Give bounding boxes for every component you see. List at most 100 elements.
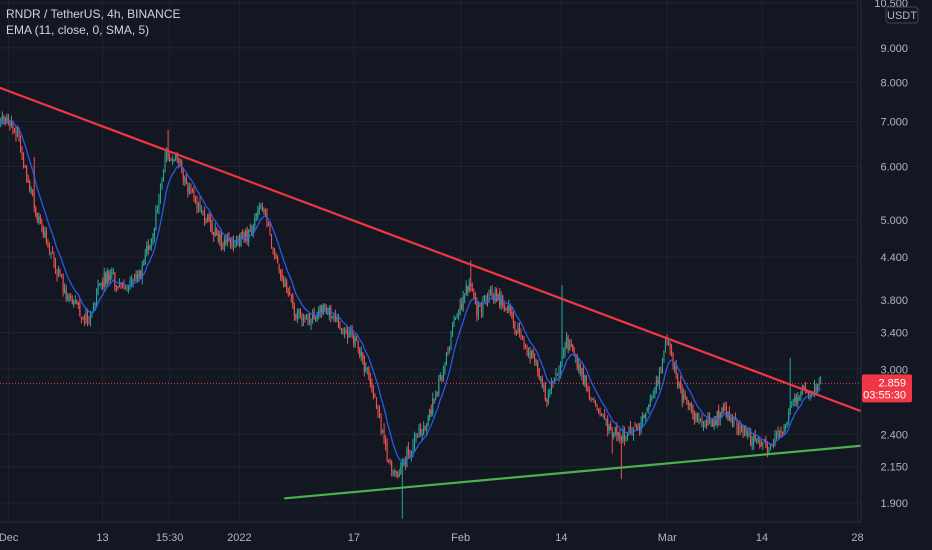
candle-body bbox=[251, 230, 253, 235]
candle-body bbox=[771, 445, 773, 447]
candle-body bbox=[724, 405, 726, 407]
candle-body bbox=[378, 411, 381, 418]
candle-body bbox=[292, 296, 294, 306]
candle-body bbox=[579, 364, 581, 373]
candle-body bbox=[44, 231, 46, 237]
candle-body bbox=[707, 415, 709, 425]
candle-body bbox=[540, 379, 542, 381]
candle-body bbox=[356, 338, 358, 341]
candle-body bbox=[123, 284, 125, 288]
candle-body bbox=[759, 440, 761, 447]
candle-body bbox=[465, 285, 467, 295]
candle-body bbox=[100, 282, 102, 285]
candle-body bbox=[322, 304, 324, 314]
candle-body bbox=[658, 372, 660, 385]
candle-body bbox=[205, 219, 207, 222]
candle-body bbox=[544, 385, 546, 401]
candle-body bbox=[620, 437, 622, 441]
candle-body bbox=[169, 158, 171, 160]
ema-indicator-label[interactable]: EMA (11, close, 0, SMA, 5) bbox=[6, 23, 150, 37]
candle-body bbox=[106, 271, 108, 284]
candle-body bbox=[430, 410, 432, 414]
trendlines[interactable] bbox=[0, 86, 863, 500]
candle-body bbox=[769, 445, 771, 449]
price-tick-label: 2.150 bbox=[880, 462, 908, 474]
time-tick-label: 15:30 bbox=[156, 532, 184, 544]
time-tick-label: Dec bbox=[0, 532, 19, 544]
candle-body bbox=[363, 357, 365, 372]
candle-body bbox=[712, 419, 714, 427]
candle-body bbox=[491, 289, 493, 296]
candle-body bbox=[223, 239, 225, 251]
time-tick-label: 13 bbox=[96, 532, 108, 544]
candle-body bbox=[54, 263, 57, 270]
candle-body bbox=[447, 352, 449, 354]
candle-body bbox=[671, 349, 673, 355]
candle-body bbox=[756, 439, 758, 441]
candle-body bbox=[175, 154, 177, 161]
candle-body bbox=[137, 274, 139, 279]
price-tick-label: 8.000 bbox=[880, 77, 908, 89]
candle-body bbox=[166, 152, 168, 159]
candle-body bbox=[404, 461, 406, 466]
price-tick-label: 10.500 bbox=[874, 0, 908, 10]
candle-body bbox=[345, 330, 347, 333]
candle-body bbox=[184, 178, 186, 181]
candle-body bbox=[231, 241, 233, 246]
candle-body bbox=[172, 161, 174, 163]
candle-body bbox=[210, 219, 212, 226]
candle-body bbox=[305, 318, 308, 320]
candle-body bbox=[594, 401, 597, 406]
candle-body bbox=[421, 434, 423, 437]
candle-body bbox=[555, 373, 557, 377]
candle-body bbox=[29, 182, 31, 192]
candle-body bbox=[170, 159, 172, 161]
candle-body bbox=[12, 121, 14, 129]
time-tick-label: 2022 bbox=[227, 532, 251, 544]
candle-body bbox=[131, 281, 133, 283]
candle-body bbox=[663, 350, 665, 361]
candle-body bbox=[695, 413, 697, 419]
candle-body bbox=[444, 366, 446, 372]
candle-body bbox=[302, 316, 304, 321]
candle-body bbox=[689, 402, 691, 406]
candle-body bbox=[278, 265, 280, 271]
candle-body bbox=[77, 303, 79, 305]
price-tick-label: 5.000 bbox=[880, 215, 908, 227]
candle-body bbox=[321, 305, 323, 313]
candle-body bbox=[462, 297, 464, 310]
candle-body bbox=[664, 342, 667, 351]
candle-body bbox=[652, 394, 654, 396]
candle-body bbox=[455, 318, 457, 320]
candle-body bbox=[783, 426, 785, 434]
candle-body bbox=[637, 427, 639, 429]
candle-body bbox=[141, 265, 143, 279]
candle-body bbox=[817, 385, 819, 393]
candle-body bbox=[400, 466, 402, 474]
candle-body bbox=[710, 421, 712, 423]
candle-body bbox=[409, 453, 411, 456]
candle-body bbox=[448, 347, 451, 352]
price-axis-panel[interactable] bbox=[861, 0, 932, 522]
candle-body bbox=[138, 270, 140, 280]
time-axis-panel[interactable] bbox=[0, 522, 932, 550]
candle-body bbox=[791, 402, 793, 404]
candle-body bbox=[324, 305, 326, 307]
candle-body bbox=[654, 388, 656, 394]
currency-label[interactable]: USDT bbox=[885, 6, 919, 24]
candle-body bbox=[176, 153, 178, 158]
candle-body bbox=[486, 296, 489, 301]
candle-body bbox=[576, 356, 578, 368]
candle-body bbox=[350, 331, 352, 333]
candle-body bbox=[435, 392, 437, 399]
candle-body bbox=[211, 225, 213, 234]
candle-body bbox=[334, 315, 336, 320]
candle-body bbox=[807, 390, 809, 395]
candle-body bbox=[634, 426, 636, 428]
candle-body bbox=[468, 283, 470, 291]
candle-body bbox=[765, 440, 767, 447]
candle-body bbox=[164, 157, 166, 170]
price-tick-label: 3.800 bbox=[880, 295, 908, 307]
